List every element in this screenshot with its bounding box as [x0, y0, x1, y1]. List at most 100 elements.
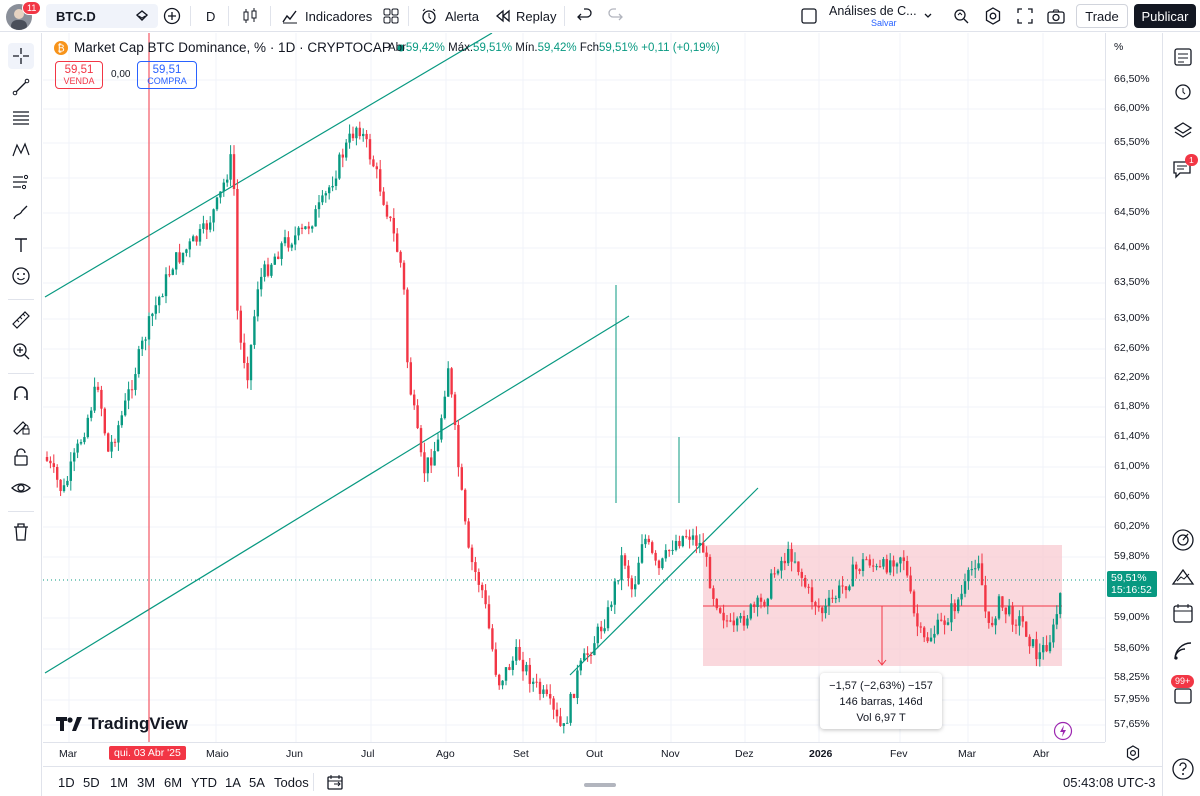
publish-button[interactable]: Publicar: [1134, 4, 1196, 28]
chart-pane[interactable]: [43, 32, 1105, 742]
watchlist-icon[interactable]: [1171, 45, 1195, 69]
alert-button[interactable]: Alerta: [420, 0, 479, 32]
fullscreen-icon[interactable]: [1016, 0, 1034, 32]
time-axis[interactable]: qui. 03 Abr '25 Mar Maio Jun Jul Ago Set Out No…: [43, 742, 1105, 764]
trade-button[interactable]: Trade: [1076, 4, 1128, 28]
candle-body: [1014, 624, 1018, 626]
crosshair-icon[interactable]: [8, 43, 34, 69]
candle-body: [987, 611, 990, 623]
trash-icon[interactable]: [8, 519, 34, 545]
trendline-icon[interactable]: [8, 74, 34, 100]
candle-body: [637, 562, 640, 585]
candle-body: [960, 593, 963, 600]
emoji-icon[interactable]: [8, 263, 34, 289]
pattern-icon[interactable]: [8, 137, 34, 163]
candle-body: [484, 590, 487, 605]
add-symbol-icon[interactable]: [162, 0, 182, 32]
range-3m[interactable]: 3M: [137, 775, 156, 790]
range-5d[interactable]: 5D: [83, 775, 100, 790]
range-1y[interactable]: 1A: [225, 775, 241, 790]
quick-search-icon[interactable]: [952, 0, 970, 32]
range-all[interactable]: Todos: [274, 775, 309, 790]
candle-body: [858, 569, 861, 572]
candle-body: [865, 559, 868, 561]
candle-body: [474, 562, 477, 573]
candle-body: [882, 559, 885, 567]
range-6m[interactable]: 6M: [164, 775, 183, 790]
sell-button[interactable]: 59,51 VENDA: [55, 61, 103, 89]
layout-save[interactable]: Salvar: [871, 18, 897, 28]
fib-retracement-icon[interactable]: [8, 105, 34, 131]
layers-icon[interactable]: [1171, 119, 1195, 143]
camera-icon[interactable]: [1046, 0, 1066, 32]
candles-icon[interactable]: [241, 0, 259, 32]
zoom-in-icon[interactable]: [8, 338, 34, 364]
candle-body: [134, 374, 137, 390]
candle-body: [807, 586, 810, 588]
eye-icon[interactable]: [8, 475, 34, 501]
redo-icon[interactable]: [606, 0, 624, 32]
candle-body: [844, 586, 848, 591]
panel-drag-handle[interactable]: [584, 783, 616, 787]
chart-canvas[interactable]: [43, 32, 1105, 742]
templates-icon[interactable]: [382, 0, 400, 32]
help-icon[interactable]: [1171, 757, 1195, 781]
candle-body: [521, 659, 525, 672]
notifications-icon[interactable]: [1171, 683, 1195, 707]
candle-body: [508, 667, 511, 670]
range-5y[interactable]: 5A: [249, 775, 265, 790]
lock-icon[interactable]: [8, 444, 34, 470]
range-1m[interactable]: 1M: [110, 775, 129, 790]
brush-icon[interactable]: [8, 200, 34, 226]
high-value: 59,51%: [473, 42, 513, 54]
target-icon[interactable]: [1171, 528, 1195, 552]
notifications-badge: 99+: [1171, 675, 1195, 688]
calendar-icon[interactable]: [1171, 601, 1195, 625]
candle-body: [494, 649, 497, 675]
lightning-icon[interactable]: [1053, 721, 1073, 741]
candle-body: [620, 555, 623, 581]
magnet-icon[interactable]: [8, 381, 34, 407]
candle-body: [926, 637, 929, 642]
price-axis[interactable]: % 66,50% 66,00% 65,50% 65,00% 64,50% 64,00% 63…: [1105, 33, 1161, 742]
buy-button[interactable]: 59,51 COMPRA: [137, 61, 197, 89]
indicators-button[interactable]: Indicadores: [281, 0, 372, 32]
lock-drawing-icon[interactable]: [8, 413, 34, 439]
candle-body: [933, 633, 936, 638]
candle-body: [45, 457, 49, 461]
ruler-icon[interactable]: [8, 307, 34, 333]
range-ytd[interactable]: YTD: [191, 775, 217, 790]
chart-up-icon[interactable]: [1171, 565, 1195, 589]
range-1d[interactable]: 1D: [58, 775, 75, 790]
date-range-icon[interactable]: [326, 773, 344, 791]
sell-value: 59,51: [64, 64, 94, 76]
text-tool-icon[interactable]: [8, 232, 34, 258]
undo-icon[interactable]: [576, 0, 594, 32]
candle-body: [185, 249, 188, 253]
compare-icon[interactable]: [134, 8, 150, 27]
candle-body: [916, 613, 919, 627]
replay-button[interactable]: Replay: [494, 0, 556, 32]
forecast-icon[interactable]: [8, 169, 34, 195]
layout-menu[interactable]: Análises de C... Salvar: [829, 0, 929, 32]
chat-badge: 1: [1185, 154, 1198, 166]
buy-value: 59,51: [152, 64, 182, 76]
candle-body: [423, 452, 426, 474]
candle-body: [936, 619, 939, 634]
settings-icon[interactable]: [984, 0, 1002, 32]
candle-body: [226, 179, 229, 183]
layout-checkbox[interactable]: [800, 0, 818, 32]
tradingview-logo[interactable]: TradingView: [56, 714, 188, 734]
symbol-search[interactable]: BTC.D: [46, 4, 158, 28]
measure-tooltip: −1,57 (−2,63%) −157 146 barras, 146d Vol…: [820, 673, 942, 729]
candle-body: [974, 568, 977, 570]
alerts-clock-icon[interactable]: [1171, 79, 1195, 103]
interval-button[interactable]: D: [206, 0, 215, 32]
broadcast-icon[interactable]: [1171, 639, 1195, 663]
axis-settings-icon[interactable]: [1125, 745, 1141, 761]
price-tick-label: 62,20%: [1114, 371, 1150, 383]
candle-body: [671, 549, 674, 551]
candle-body: [600, 626, 603, 632]
chevron-down-icon[interactable]: [922, 0, 934, 32]
candle-body: [1052, 624, 1055, 643]
